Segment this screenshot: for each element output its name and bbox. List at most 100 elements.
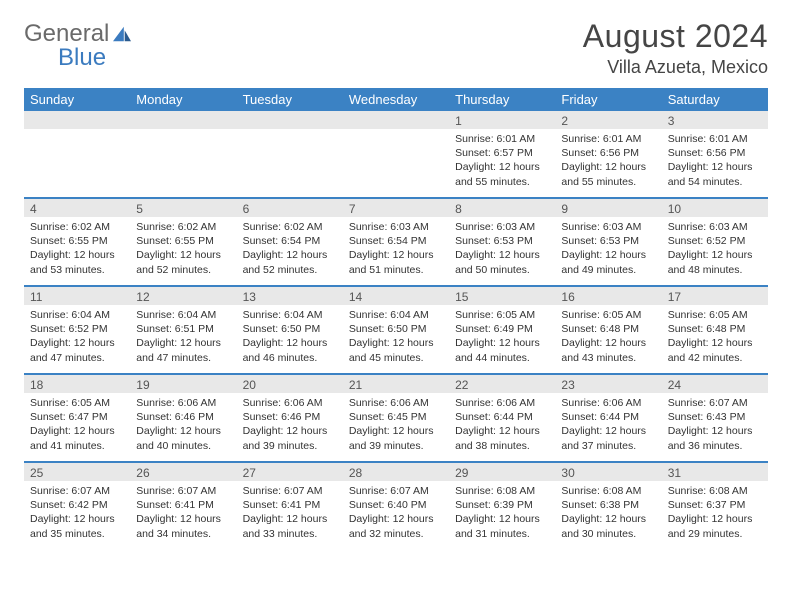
- day-number: 22: [449, 375, 555, 393]
- calendar-cell: 20Sunrise: 6:06 AMSunset: 6:46 PMDayligh…: [237, 375, 343, 461]
- sunrise-text: Sunrise: 6:06 AM: [136, 396, 230, 410]
- sunset-text: Sunset: 6:48 PM: [668, 322, 762, 336]
- day-number: 17: [662, 287, 768, 305]
- cell-content: Sunrise: 6:04 AMSunset: 6:51 PMDaylight:…: [130, 305, 236, 371]
- daylight-text: Daylight: 12 hours and 30 minutes.: [561, 512, 655, 540]
- daylight-text: Daylight: 12 hours and 52 minutes.: [136, 248, 230, 276]
- day-number: 5: [130, 199, 236, 217]
- sunrise-text: Sunrise: 6:04 AM: [349, 308, 443, 322]
- weekday-header: Monday: [130, 88, 236, 111]
- daylight-text: Daylight: 12 hours and 34 minutes.: [136, 512, 230, 540]
- logo: GeneralBlue: [24, 20, 164, 72]
- cell-content: Sunrise: 6:04 AMSunset: 6:50 PMDaylight:…: [237, 305, 343, 371]
- daylight-text: Daylight: 12 hours and 53 minutes.: [30, 248, 124, 276]
- day-number: 12: [130, 287, 236, 305]
- cell-content: [130, 129, 236, 138]
- header: GeneralBlue August 2024 Villa Azueta, Me…: [24, 18, 768, 78]
- day-number: 20: [237, 375, 343, 393]
- daylight-text: Daylight: 12 hours and 37 minutes.: [561, 424, 655, 452]
- cell-content: Sunrise: 6:06 AMSunset: 6:46 PMDaylight:…: [130, 393, 236, 459]
- sunrise-text: Sunrise: 6:06 AM: [561, 396, 655, 410]
- daylight-text: Daylight: 12 hours and 33 minutes.: [243, 512, 337, 540]
- calendar-cell: [24, 111, 130, 197]
- sunrise-text: Sunrise: 6:06 AM: [243, 396, 337, 410]
- cell-content: [343, 129, 449, 138]
- day-number: 25: [24, 463, 130, 481]
- daylight-text: Daylight: 12 hours and 47 minutes.: [136, 336, 230, 364]
- daylight-text: Daylight: 12 hours and 32 minutes.: [349, 512, 443, 540]
- day-number: [343, 111, 449, 129]
- calendar-cell: 11Sunrise: 6:04 AMSunset: 6:52 PMDayligh…: [24, 287, 130, 373]
- sunset-text: Sunset: 6:45 PM: [349, 410, 443, 424]
- cell-content: Sunrise: 6:07 AMSunset: 6:43 PMDaylight:…: [662, 393, 768, 459]
- cell-content: Sunrise: 6:06 AMSunset: 6:45 PMDaylight:…: [343, 393, 449, 459]
- day-number: 26: [130, 463, 236, 481]
- cell-content: Sunrise: 6:05 AMSunset: 6:48 PMDaylight:…: [555, 305, 661, 371]
- daylight-text: Daylight: 12 hours and 46 minutes.: [243, 336, 337, 364]
- sunset-text: Sunset: 6:53 PM: [455, 234, 549, 248]
- calendar-cell: 3Sunrise: 6:01 AMSunset: 6:56 PMDaylight…: [662, 111, 768, 197]
- cell-content: Sunrise: 6:07 AMSunset: 6:40 PMDaylight:…: [343, 481, 449, 547]
- sunset-text: Sunset: 6:41 PM: [136, 498, 230, 512]
- daylight-text: Daylight: 12 hours and 55 minutes.: [561, 160, 655, 188]
- calendar-cell: 15Sunrise: 6:05 AMSunset: 6:49 PMDayligh…: [449, 287, 555, 373]
- sunset-text: Sunset: 6:41 PM: [243, 498, 337, 512]
- sunrise-text: Sunrise: 6:08 AM: [455, 484, 549, 498]
- calendar-cell: 29Sunrise: 6:08 AMSunset: 6:39 PMDayligh…: [449, 463, 555, 549]
- daylight-text: Daylight: 12 hours and 52 minutes.: [243, 248, 337, 276]
- daylight-text: Daylight: 12 hours and 54 minutes.: [668, 160, 762, 188]
- weekday-header: Thursday: [449, 88, 555, 111]
- sunrise-text: Sunrise: 6:03 AM: [349, 220, 443, 234]
- daylight-text: Daylight: 12 hours and 45 minutes.: [349, 336, 443, 364]
- day-number: 15: [449, 287, 555, 305]
- sunrise-text: Sunrise: 6:04 AM: [136, 308, 230, 322]
- daylight-text: Daylight: 12 hours and 36 minutes.: [668, 424, 762, 452]
- cell-content: Sunrise: 6:03 AMSunset: 6:53 PMDaylight:…: [555, 217, 661, 283]
- day-number: 18: [24, 375, 130, 393]
- cell-content: Sunrise: 6:06 AMSunset: 6:46 PMDaylight:…: [237, 393, 343, 459]
- sunrise-text: Sunrise: 6:01 AM: [455, 132, 549, 146]
- calendar-cell: 27Sunrise: 6:07 AMSunset: 6:41 PMDayligh…: [237, 463, 343, 549]
- sunset-text: Sunset: 6:55 PM: [30, 234, 124, 248]
- logo-text-blue: Blue: [58, 44, 164, 72]
- sunrise-text: Sunrise: 6:08 AM: [668, 484, 762, 498]
- calendar-cell: 22Sunrise: 6:06 AMSunset: 6:44 PMDayligh…: [449, 375, 555, 461]
- sunset-text: Sunset: 6:56 PM: [668, 146, 762, 160]
- sunset-text: Sunset: 6:47 PM: [30, 410, 124, 424]
- sunrise-text: Sunrise: 6:05 AM: [30, 396, 124, 410]
- calendar-cell: 12Sunrise: 6:04 AMSunset: 6:51 PMDayligh…: [130, 287, 236, 373]
- cell-content: [237, 129, 343, 138]
- sunset-text: Sunset: 6:49 PM: [455, 322, 549, 336]
- sunset-text: Sunset: 6:50 PM: [243, 322, 337, 336]
- daylight-text: Daylight: 12 hours and 40 minutes.: [136, 424, 230, 452]
- day-number: 3: [662, 111, 768, 129]
- daylight-text: Daylight: 12 hours and 35 minutes.: [30, 512, 124, 540]
- calendar-cell: 17Sunrise: 6:05 AMSunset: 6:48 PMDayligh…: [662, 287, 768, 373]
- month-title: August 2024: [583, 18, 768, 55]
- cell-content: Sunrise: 6:05 AMSunset: 6:47 PMDaylight:…: [24, 393, 130, 459]
- cell-content: Sunrise: 6:07 AMSunset: 6:41 PMDaylight:…: [237, 481, 343, 547]
- calendar-cell: 25Sunrise: 6:07 AMSunset: 6:42 PMDayligh…: [24, 463, 130, 549]
- calendar-cell: 28Sunrise: 6:07 AMSunset: 6:40 PMDayligh…: [343, 463, 449, 549]
- sunrise-text: Sunrise: 6:08 AM: [561, 484, 655, 498]
- sunset-text: Sunset: 6:52 PM: [668, 234, 762, 248]
- cell-content: Sunrise: 6:05 AMSunset: 6:49 PMDaylight:…: [449, 305, 555, 371]
- sunset-text: Sunset: 6:44 PM: [455, 410, 549, 424]
- calendar-cell: 19Sunrise: 6:06 AMSunset: 6:46 PMDayligh…: [130, 375, 236, 461]
- daylight-text: Daylight: 12 hours and 49 minutes.: [561, 248, 655, 276]
- sunrise-text: Sunrise: 6:05 AM: [668, 308, 762, 322]
- calendar-week: 1 Sunrise: 6:01 AMSunset: 6:57 PM Daylight…: [24, 111, 768, 197]
- cell-content: Sunrise: 6:02 AMSunset: 6:54 PMDaylight:…: [237, 217, 343, 283]
- calendar-cell: 26Sunrise: 6:07 AMSunset: 6:41 PMDayligh…: [130, 463, 236, 549]
- calendar-cell: 24Sunrise: 6:07 AMSunset: 6:43 PMDayligh…: [662, 375, 768, 461]
- daylight-text: Daylight: 12 hours and 39 minutes.: [243, 424, 337, 452]
- sunset-text: Sunset: 6:52 PM: [30, 322, 124, 336]
- calendar-cell: [237, 111, 343, 197]
- sunset-text: Sunset: 6:57 PM: [455, 146, 549, 160]
- weekday-header-row: Sunday Monday Tuesday Wednesday Thursday…: [24, 88, 768, 111]
- day-number: 1: [449, 111, 555, 129]
- weekday-header: Friday: [555, 88, 661, 111]
- calendar-week: 11Sunrise: 6:04 AMSunset: 6:52 PMDayligh…: [24, 285, 768, 373]
- sunrise-text: Sunrise: 6:07 AM: [349, 484, 443, 498]
- sunrise-text: Sunrise: 6:02 AM: [30, 220, 124, 234]
